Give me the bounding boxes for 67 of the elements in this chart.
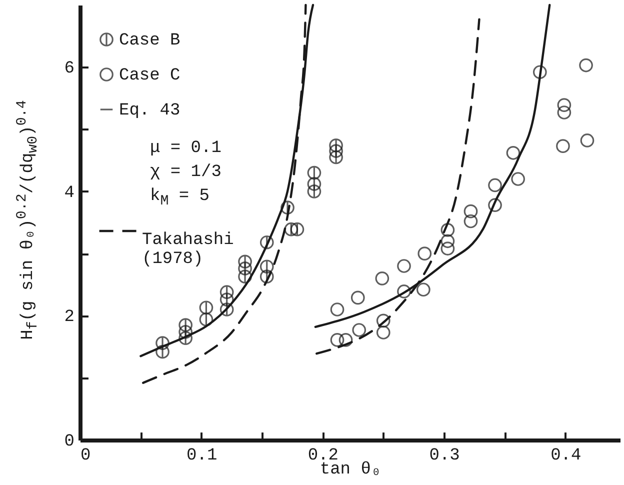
point bbox=[418, 246, 432, 260]
point bbox=[397, 259, 411, 273]
y-tick-label: 0 bbox=[64, 432, 74, 452]
y-tick-label: 6 bbox=[64, 60, 74, 79]
point bbox=[199, 312, 214, 326]
point bbox=[156, 336, 170, 350]
point bbox=[557, 106, 572, 120]
point bbox=[238, 270, 252, 284]
point bbox=[178, 324, 192, 339]
point bbox=[220, 292, 234, 306]
point bbox=[307, 184, 322, 198]
point bbox=[338, 333, 353, 347]
point bbox=[440, 242, 455, 256]
y-tick-label: 2 bbox=[64, 308, 74, 328]
point bbox=[307, 166, 322, 180]
x-tick-label: 0.1 bbox=[186, 446, 218, 466]
x-tick-label: 0.3 bbox=[429, 446, 460, 466]
point bbox=[238, 254, 252, 269]
point bbox=[329, 138, 343, 152]
point bbox=[260, 270, 274, 284]
point bbox=[330, 302, 344, 316]
y-tick-label: 4 bbox=[64, 184, 74, 203]
legend-label: Case C bbox=[119, 66, 180, 86]
point bbox=[350, 290, 365, 305]
point bbox=[199, 300, 214, 315]
point bbox=[580, 134, 594, 148]
annotation: k$_{M}$ = 5 bbox=[150, 186, 211, 212]
point bbox=[156, 344, 170, 359]
point bbox=[284, 222, 298, 236]
legend-label: Takahashi (1978) bbox=[142, 231, 234, 269]
legend-label: Case B bbox=[119, 32, 180, 50]
point bbox=[376, 326, 390, 340]
point bbox=[329, 150, 343, 164]
point bbox=[178, 318, 192, 332]
point bbox=[329, 144, 343, 158]
point bbox=[307, 177, 322, 191]
point bbox=[238, 262, 252, 276]
point bbox=[511, 172, 525, 186]
point bbox=[506, 146, 520, 160]
point bbox=[260, 235, 274, 250]
point bbox=[375, 272, 390, 286]
point bbox=[397, 284, 411, 298]
point bbox=[280, 200, 294, 215]
point bbox=[464, 204, 478, 218]
point bbox=[556, 139, 570, 153]
point bbox=[290, 222, 304, 236]
point bbox=[464, 214, 478, 228]
point bbox=[220, 302, 234, 316]
point bbox=[330, 333, 344, 347]
point bbox=[376, 314, 390, 328]
point bbox=[352, 323, 366, 337]
legend-label: Eq. 43 bbox=[119, 102, 180, 120]
annotation: χ = 1/3 bbox=[150, 162, 222, 184]
point bbox=[488, 178, 502, 192]
point bbox=[178, 331, 192, 346]
annotation: μ = 0.1 bbox=[150, 138, 222, 160]
point bbox=[532, 65, 547, 80]
point bbox=[440, 234, 455, 248]
point bbox=[579, 58, 593, 72]
point bbox=[220, 285, 234, 300]
x-tick-label: 0 bbox=[80, 446, 91, 466]
x-tick-label: 0.4 bbox=[550, 446, 582, 466]
point bbox=[260, 260, 274, 274]
point bbox=[440, 223, 455, 237]
point bbox=[557, 98, 572, 112]
point bbox=[488, 198, 502, 212]
point bbox=[416, 282, 430, 297]
